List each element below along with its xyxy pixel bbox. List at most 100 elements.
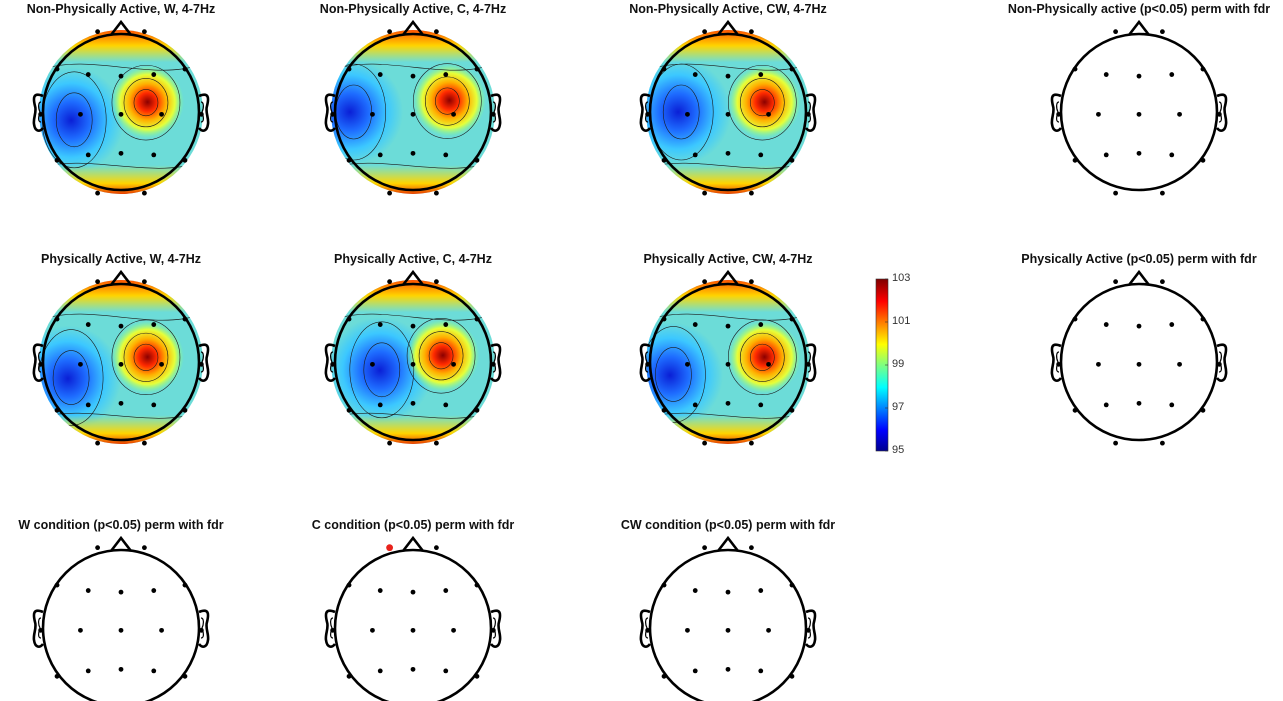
electrode-O2 (434, 190, 439, 196)
head-outline (41, 32, 201, 192)
electrode-Cz (1136, 111, 1142, 117)
topoplot-map (32, 19, 210, 196)
contour-line (649, 412, 807, 419)
contour-line (413, 63, 482, 139)
ear (804, 93, 817, 132)
contour-line (750, 89, 775, 117)
topoplot-map (324, 269, 502, 446)
nose (716, 535, 740, 552)
electrode-P8 (1200, 157, 1206, 163)
electrode-Fp1 (1113, 29, 1118, 35)
electrode-O2 (142, 440, 147, 446)
electrode-F7 (661, 582, 667, 588)
electrode-F4 (443, 72, 449, 77)
electrode-P3 (377, 152, 383, 158)
electrode-P4 (1169, 152, 1175, 158)
electrode-C4 (451, 361, 456, 367)
colorbar-tick-label: 99 (892, 358, 905, 370)
head-outline (648, 282, 808, 442)
ear (804, 609, 817, 648)
electrode-F8 (1200, 66, 1206, 72)
electrode-F8 (789, 582, 795, 588)
electrode-P7 (661, 407, 667, 413)
electrode-T7 (645, 111, 651, 117)
head-outline (648, 548, 808, 701)
ear-inner (1056, 101, 1060, 123)
electrode-Fp2 (749, 545, 754, 551)
electrode-P8 (789, 407, 795, 413)
electrode-C3 (685, 361, 690, 367)
electrode-P7 (661, 673, 667, 679)
electrode-F3 (692, 588, 698, 593)
electrode-P8 (789, 673, 795, 679)
electrode-Cz (410, 361, 416, 367)
ear (324, 93, 337, 132)
electrode-P4 (443, 668, 449, 674)
electrode-P3 (1103, 152, 1109, 158)
contour-line (133, 343, 159, 371)
electrode-F8 (789, 66, 795, 72)
ear-inner (38, 351, 42, 373)
electrode-C4 (766, 627, 771, 633)
electrode-Pz (118, 666, 124, 672)
electrode-Cz (725, 361, 731, 367)
electrode-F8 (474, 66, 480, 72)
electrode-P3 (85, 152, 91, 158)
electrode-T8 (198, 111, 204, 117)
electrode-P7 (346, 407, 352, 413)
electrode-Cz (725, 111, 731, 117)
colorbar-tick-label: 103 (892, 272, 911, 284)
ear-inner (38, 617, 42, 639)
electrode-P7 (1072, 407, 1078, 413)
contour-line (363, 342, 401, 398)
electrode-O1 (95, 440, 100, 446)
electrode-P7 (1072, 157, 1078, 163)
electrode-P4 (758, 152, 764, 158)
contour-line (334, 412, 492, 419)
electrode-Pz (725, 150, 731, 156)
electrode-Fz (118, 73, 124, 79)
ear (804, 343, 817, 382)
ear (1215, 343, 1228, 382)
electrode-P4 (443, 152, 449, 158)
head-outline (648, 32, 808, 192)
electrode-P8 (1200, 407, 1206, 413)
head-outline (333, 32, 493, 192)
contour-line (334, 63, 492, 71)
electrode-O1 (387, 190, 392, 196)
contour-line (349, 321, 415, 419)
electrode-T8 (490, 111, 496, 117)
electrode-Fz (410, 589, 416, 595)
panel-title: Physically Active, C, 4-7Hz (334, 252, 492, 266)
electrode-Fz (1136, 323, 1142, 329)
electrode-O1 (95, 190, 100, 196)
electrode-C3 (1096, 361, 1101, 367)
electrode-F7 (346, 582, 352, 588)
electrode-P8 (789, 157, 795, 163)
electrode-O2 (1160, 190, 1165, 196)
electrode-Pz (118, 150, 124, 156)
contour-line (111, 64, 181, 141)
electrode-F7 (346, 66, 352, 72)
electrode-F7 (54, 582, 60, 588)
electrode-T8 (805, 627, 811, 633)
electrode-Fz (725, 73, 731, 79)
ear-inner (645, 617, 649, 639)
electrode-F8 (474, 582, 480, 588)
nose (1127, 19, 1151, 36)
nose (716, 269, 740, 286)
ear (32, 93, 45, 132)
contour-line (728, 64, 797, 141)
electrode-P8 (182, 407, 188, 413)
electrode-T7 (38, 627, 44, 633)
electrode-F7 (54, 316, 60, 322)
significance-map (1050, 19, 1228, 196)
contour-line (740, 78, 785, 128)
electrode-C4 (159, 361, 164, 367)
electrode-P7 (346, 157, 352, 163)
electrode-P3 (692, 152, 698, 158)
panel-title: W condition (p<0.05) perm with fdr (18, 518, 224, 532)
panel-title: Physically Active, CW, 4-7Hz (643, 252, 813, 266)
electrode-T8 (1216, 111, 1222, 117)
electrode-P3 (85, 668, 91, 674)
